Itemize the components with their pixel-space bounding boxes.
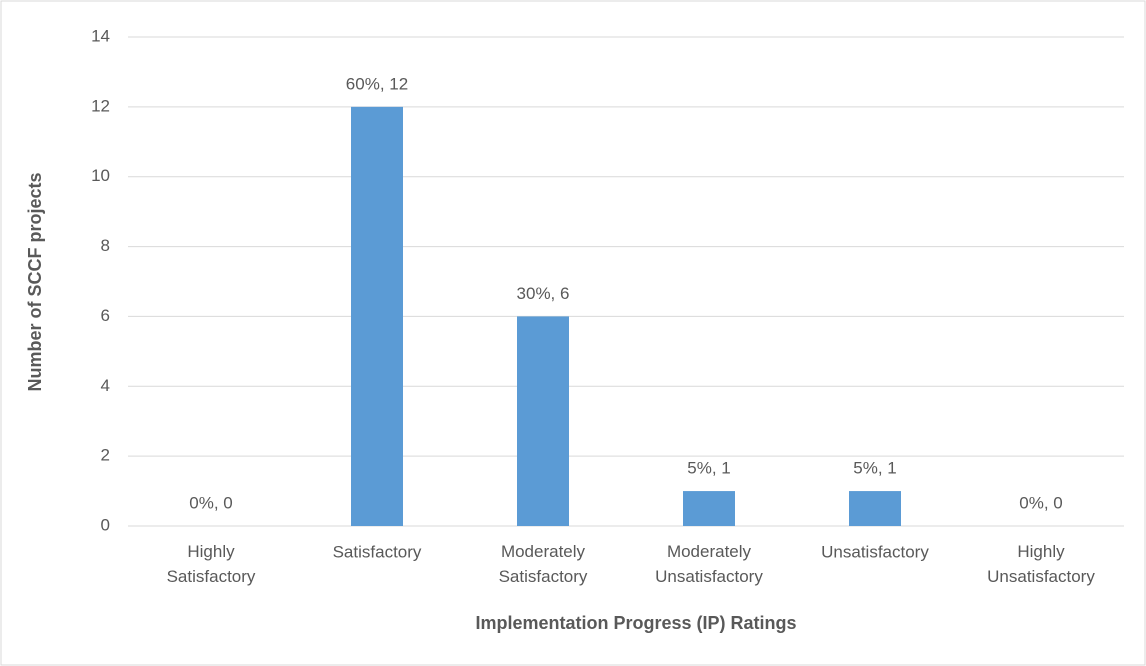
y-tick-label: 8 [101, 236, 110, 255]
x-tick-label: Moderately Satisfactory [499, 542, 588, 586]
y-tick-label: 4 [101, 376, 110, 395]
data-label: 5%, 1 [687, 459, 730, 478]
x-tick-label: Unsatisfactory [821, 542, 929, 561]
y-tick-label: 10 [91, 166, 110, 185]
y-tick-label: 6 [101, 306, 110, 325]
data-label: 5%, 1 [853, 459, 896, 478]
bar [517, 316, 569, 526]
x-tick-label: Highly Satisfactory [167, 542, 256, 586]
y-tick-label: 0 [101, 515, 110, 534]
x-axis-title: Implementation Progress (IP) Ratings [475, 613, 796, 633]
x-tick-label: Highly Unsatisfactory [987, 542, 1095, 586]
data-label: 30%, 6 [517, 284, 570, 303]
bar [351, 106, 403, 526]
data-label: 0%, 0 [189, 493, 232, 512]
data-label: 60%, 12 [346, 74, 408, 93]
y-tick-label: 2 [101, 446, 110, 465]
bar [683, 491, 735, 526]
bar [849, 491, 901, 526]
x-tick-label: Moderately Unsatisfactory [655, 542, 763, 586]
x-tick-label: Satisfactory [333, 542, 422, 561]
y-tick-label: 14 [91, 26, 110, 45]
y-tick-label: 12 [91, 96, 110, 115]
y-axis-title: Number of SCCF projects [25, 172, 45, 391]
data-label: 0%, 0 [1019, 493, 1062, 512]
